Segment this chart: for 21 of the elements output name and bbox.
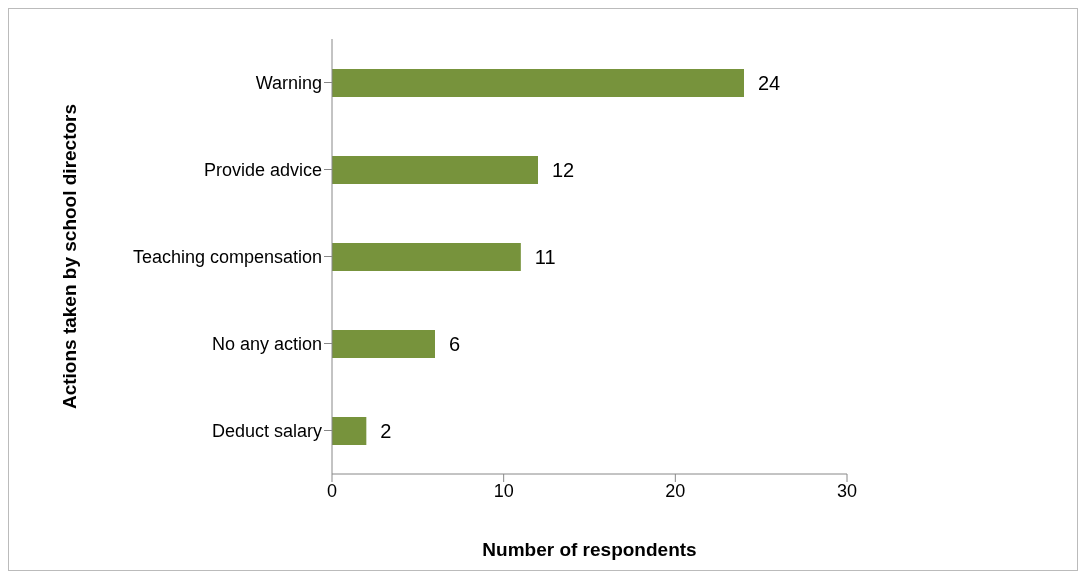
bar: [332, 417, 367, 445]
x-tick-label: 20: [665, 480, 686, 501]
y-tick-label: Teaching compensation: [132, 246, 322, 267]
x-tick-label: 10: [493, 480, 514, 501]
data-label: 6: [449, 333, 461, 356]
bar: [332, 330, 435, 358]
y-tick-label: Provide advice: [203, 159, 322, 180]
bar: [332, 243, 521, 271]
x-tick-label: 30: [836, 480, 858, 501]
data-label: 24: [758, 72, 781, 95]
x-axis-title: Number of respondents: [482, 539, 697, 560]
y-tick-label: No any action: [211, 333, 322, 354]
bar: [332, 69, 744, 97]
data-label: 2: [380, 420, 392, 443]
x-tick-label: 0: [326, 480, 338, 501]
y-tick-label: Warning: [255, 72, 322, 93]
data-label: 11: [534, 246, 556, 269]
y-tick-label: Deduct salary: [211, 420, 322, 441]
bar: [332, 156, 538, 184]
data-label: 12: [552, 159, 575, 182]
y-axis-title: Actions taken by school directors: [58, 103, 80, 410]
